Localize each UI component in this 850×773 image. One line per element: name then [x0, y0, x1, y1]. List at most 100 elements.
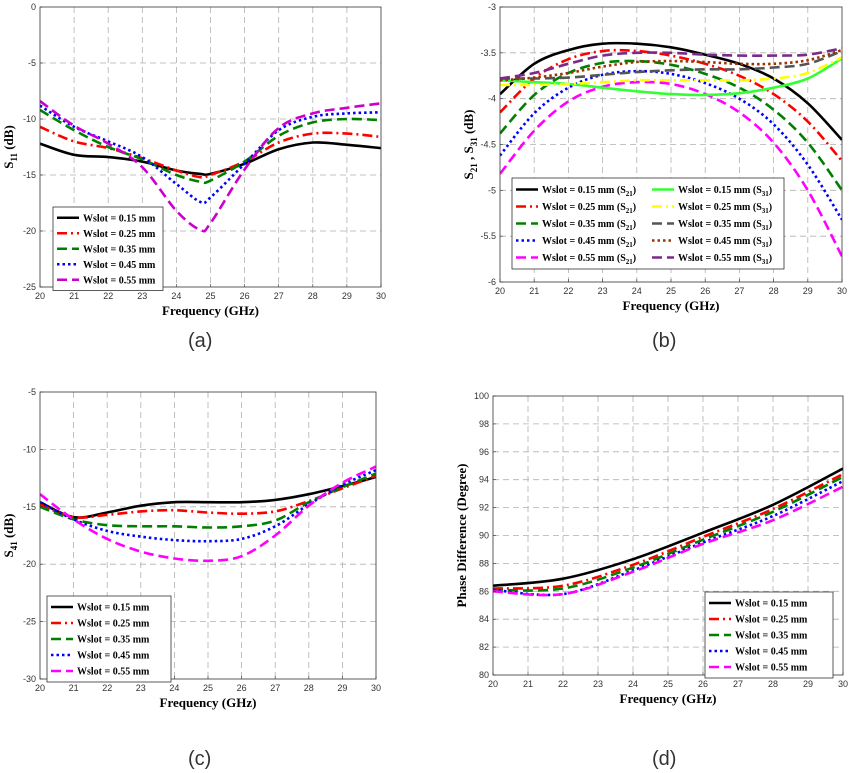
y-tick-label: 88 [479, 558, 489, 568]
x-tick-label: 27 [733, 679, 743, 689]
x-axis-label: Frequency (GHz) [160, 695, 257, 710]
series-line-5 [500, 57, 842, 97]
series-line-1 [493, 472, 843, 590]
series-line-1 [500, 48, 842, 162]
y-tick-label: -10 [23, 114, 36, 124]
x-tick-label: 30 [371, 683, 381, 693]
y-tick-label: -25 [23, 617, 36, 627]
x-tick-label: 29 [337, 683, 347, 693]
x-tick-label: 24 [628, 679, 638, 689]
x-tick-label: 21 [523, 679, 533, 689]
series-line-0 [493, 467, 843, 587]
legend-label: Wslot = 0.45 mm [77, 651, 150, 662]
x-tick-label: 26 [237, 683, 247, 693]
chart-panel-2: 20 21 22 23 24 25 26 27 28 29 30 -30 -25 -20 -15 -10 -5 F… [1, 387, 381, 710]
y-tick-label: 90 [479, 531, 489, 541]
y-tick-label: 100 [474, 391, 489, 401]
x-axis-label: Frequency (GHz) [623, 298, 720, 313]
x-tick-label: 20 [495, 286, 505, 296]
x-tick-label: 26 [240, 291, 250, 301]
y-tick-label: -30 [23, 674, 36, 684]
x-tick-label: 30 [837, 286, 847, 296]
series-line-3 [40, 104, 381, 205]
series-line-4 [40, 465, 376, 563]
legend-label: Wslot = 0.55 mm [77, 667, 150, 678]
legend-box [511, 177, 785, 270]
x-tick-label: 23 [137, 291, 147, 301]
legend-label: Wslot = 0.35 mm (S31) [678, 219, 772, 232]
y-tick-label: -20 [23, 226, 36, 236]
legend-label: Wslot = 0.25 mm [77, 619, 150, 630]
x-tick-label: 20 [35, 291, 45, 301]
legend: Wslot = 0.15 mm Wslot = 0.25 mm Wslot = 0.… [46, 595, 172, 683]
series-line-4 [40, 100, 381, 233]
x-tick-label: 28 [768, 679, 778, 689]
legend-label: Wslot = 0.15 mm [77, 603, 150, 614]
y-axis-label: S21 , S31 (dB) [461, 109, 479, 179]
legend-label: Wslot = 0.45 mm [735, 647, 808, 658]
x-tick-label: 24 [171, 291, 181, 301]
x-tick-label: 27 [734, 286, 744, 296]
y-tick-label: -4.5 [480, 140, 496, 150]
x-tick-label: 29 [342, 291, 352, 301]
x-tick-label: 28 [769, 286, 779, 296]
x-tick-label: 28 [304, 683, 314, 693]
legend-label: Wslot = 0.45 mm (S21) [542, 236, 636, 249]
x-tick-label: 27 [274, 291, 284, 301]
caption-c: (c) [188, 748, 212, 770]
chart-panel-1: 20 21 22 23 24 25 26 27 28 29 30 -6 -5.5 -5 -4.5 -4 -3.5… [461, 2, 847, 313]
chart-panel-3: 20 21 22 23 24 25 26 27 28 29 30 80 82 84 86 88 90 92 94 96… [454, 391, 848, 706]
legend-label: Wslot = 0.15 mm [735, 599, 808, 610]
y-tick-label: -15 [23, 170, 36, 180]
caption-d: (d) [652, 748, 677, 770]
x-tick-label: 30 [376, 291, 386, 301]
legend-label: Wslot = 0.15 mm (S31) [678, 185, 772, 198]
legend-label: Wslot = 0.55 mm (S31) [678, 253, 772, 266]
y-tick-label: 94 [479, 475, 489, 485]
legend: Wslot = 0.15 mm (S21) Wslot = 0.25 mm (S2… [511, 177, 785, 270]
series-line-0 [40, 141, 381, 177]
x-tick-label: 30 [838, 679, 848, 689]
y-tick-label: 86 [479, 586, 489, 596]
y-tick-label: -4 [488, 94, 496, 104]
chart-panel-0: 20 21 22 23 24 25 26 27 28 29 30 -25 -20 -15 -10 -5 0 Fre… [1, 2, 386, 318]
y-tick-label: -5 [28, 387, 36, 397]
x-tick-label: 28 [308, 291, 318, 301]
x-axis-label: Frequency (GHz) [620, 691, 717, 706]
y-tick-label: -3 [488, 2, 496, 12]
series-line-6 [500, 56, 842, 87]
y-tick-label: -20 [23, 559, 36, 569]
y-tick-label: -25 [23, 282, 36, 292]
x-tick-label: 25 [205, 291, 215, 301]
legend-label: Wslot = 0.15 mm (S21) [542, 185, 636, 198]
legend: Wslot = 0.15 mm Wslot = 0.25 mm Wslot = 0.… [704, 591, 834, 679]
y-tick-label: -6 [488, 277, 496, 287]
x-tick-label: 22 [558, 679, 568, 689]
x-tick-label: 21 [69, 291, 79, 301]
legend-label: Wslot = 0.55 mm (S21) [542, 253, 636, 266]
x-tick-label: 29 [803, 679, 813, 689]
y-tick-label: -5.5 [480, 231, 496, 241]
series-line-7 [500, 49, 842, 80]
y-tick-label: -15 [23, 502, 36, 512]
x-tick-label: 25 [663, 679, 673, 689]
y-tick-label: -5 [488, 185, 496, 195]
legend-label: Wslot = 0.45 mm [83, 260, 156, 271]
series-line-4 [493, 485, 843, 597]
legend-label: Wslot = 0.35 mm [735, 631, 808, 642]
legend-label: Wslot = 0.25 mm (S31) [678, 202, 772, 215]
x-tick-label: 29 [803, 286, 813, 296]
y-tick-label: 84 [479, 614, 489, 624]
x-tick-label: 23 [593, 679, 603, 689]
x-tick-label: 22 [563, 286, 573, 296]
y-tick-label: 0 [31, 2, 36, 12]
y-axis-label: S11 (dB) [1, 125, 19, 169]
x-axis-label: Frequency (GHz) [162, 303, 259, 318]
caption-a: (a) [188, 330, 213, 352]
y-tick-label: 80 [479, 670, 489, 680]
x-tick-label: 23 [136, 683, 146, 693]
legend-label: Wslot = 0.25 mm (S21) [542, 202, 636, 215]
x-tick-label: 25 [666, 286, 676, 296]
legend-label: Wslot = 0.25 mm [83, 229, 156, 240]
